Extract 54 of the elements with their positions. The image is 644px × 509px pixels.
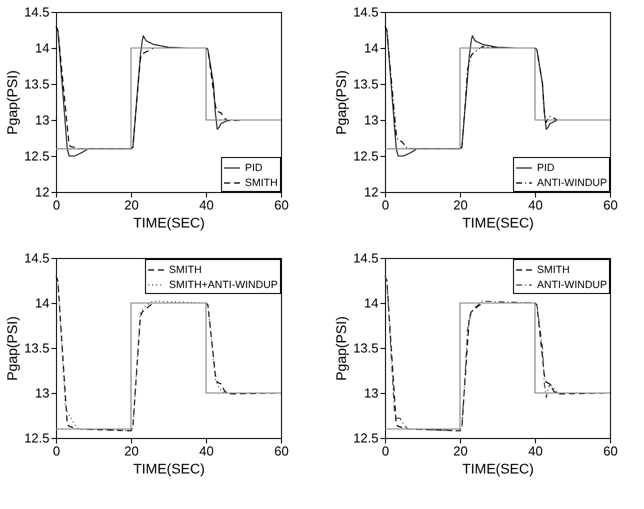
x-tick-label: 60 <box>603 198 618 212</box>
x-tick-label: 0 <box>52 198 60 212</box>
y-tick-label: 13 <box>35 112 50 128</box>
x-tick-label: 60 <box>274 444 289 458</box>
y-axis-title: Pgap(PSI) <box>4 70 20 135</box>
y-tick-label: 13 <box>364 112 378 128</box>
y-tick-label: 14 <box>35 296 50 310</box>
x-axis-title: TIME(SEC) <box>133 214 205 230</box>
x-tick-label: 40 <box>199 444 214 458</box>
y-tick-label: 12 <box>364 184 378 200</box>
y-tick-label: 14 <box>35 40 50 56</box>
legend-label: PID <box>245 162 263 174</box>
y-tick-label: 12.5 <box>353 430 378 446</box>
y-tick-label: 14.5 <box>353 250 378 266</box>
y-axis-title: Pgap(PSI) <box>333 316 350 381</box>
legend-label: SMITH <box>245 177 278 189</box>
y-tick-label: 12.5 <box>24 430 50 446</box>
x-tick-label: 20 <box>124 198 139 212</box>
y-tick-label: 13 <box>364 386 378 400</box>
x-tick-label: 0 <box>382 444 390 458</box>
text: SMITH <box>537 264 570 276</box>
x-tick-label: 0 <box>52 444 60 458</box>
x-tick-label: 60 <box>274 198 289 212</box>
y-tick-label: 13.5 <box>353 76 378 92</box>
x-axis-title: TIME(SEC) <box>462 460 534 476</box>
x-tick-label: 20 <box>453 198 468 212</box>
y-tick-label: 13.5 <box>353 340 378 356</box>
y-tick-label: 14.5 <box>24 250 50 266</box>
y-tick-label: 12.5 <box>24 148 50 164</box>
x-tick-label: 60 <box>603 444 618 458</box>
x-tick-label: 20 <box>124 444 139 458</box>
legend-label: ANTI-WINDUP <box>537 279 607 291</box>
x-tick-label: 40 <box>199 198 214 212</box>
y-axis-title: Pgap(PSI) <box>4 316 20 381</box>
y-tick-label: 14 <box>364 40 378 56</box>
y-tick-label: 14 <box>364 296 378 310</box>
legend-label: SMITH <box>169 264 202 276</box>
x-tick-label: 0 <box>382 198 390 212</box>
y-tick-label: 14.5 <box>24 4 50 20</box>
y-tick-label: 13.5 <box>24 76 50 92</box>
y-axis-title: Pgap(PSI) <box>333 70 350 135</box>
legend-label: ANTI-WINDUP <box>537 177 607 189</box>
x-axis-title: TIME(SEC) <box>462 214 534 230</box>
y-tick-label: 13 <box>35 386 50 400</box>
legend-label: PID <box>537 162 555 174</box>
y-tick-label: 12.5 <box>353 148 378 164</box>
y-tick-label: 14.5 <box>353 4 378 20</box>
y-tick-label: 13.5 <box>24 340 50 356</box>
legend-label: SMITH+ANTI-WINDUP <box>169 279 278 291</box>
x-axis-title: TIME(SEC) <box>133 460 205 476</box>
x-tick-label: 40 <box>528 198 543 212</box>
y-tick-label: 12 <box>35 184 50 200</box>
x-tick-label: 40 <box>528 444 543 458</box>
x-tick-label: 20 <box>453 444 468 458</box>
